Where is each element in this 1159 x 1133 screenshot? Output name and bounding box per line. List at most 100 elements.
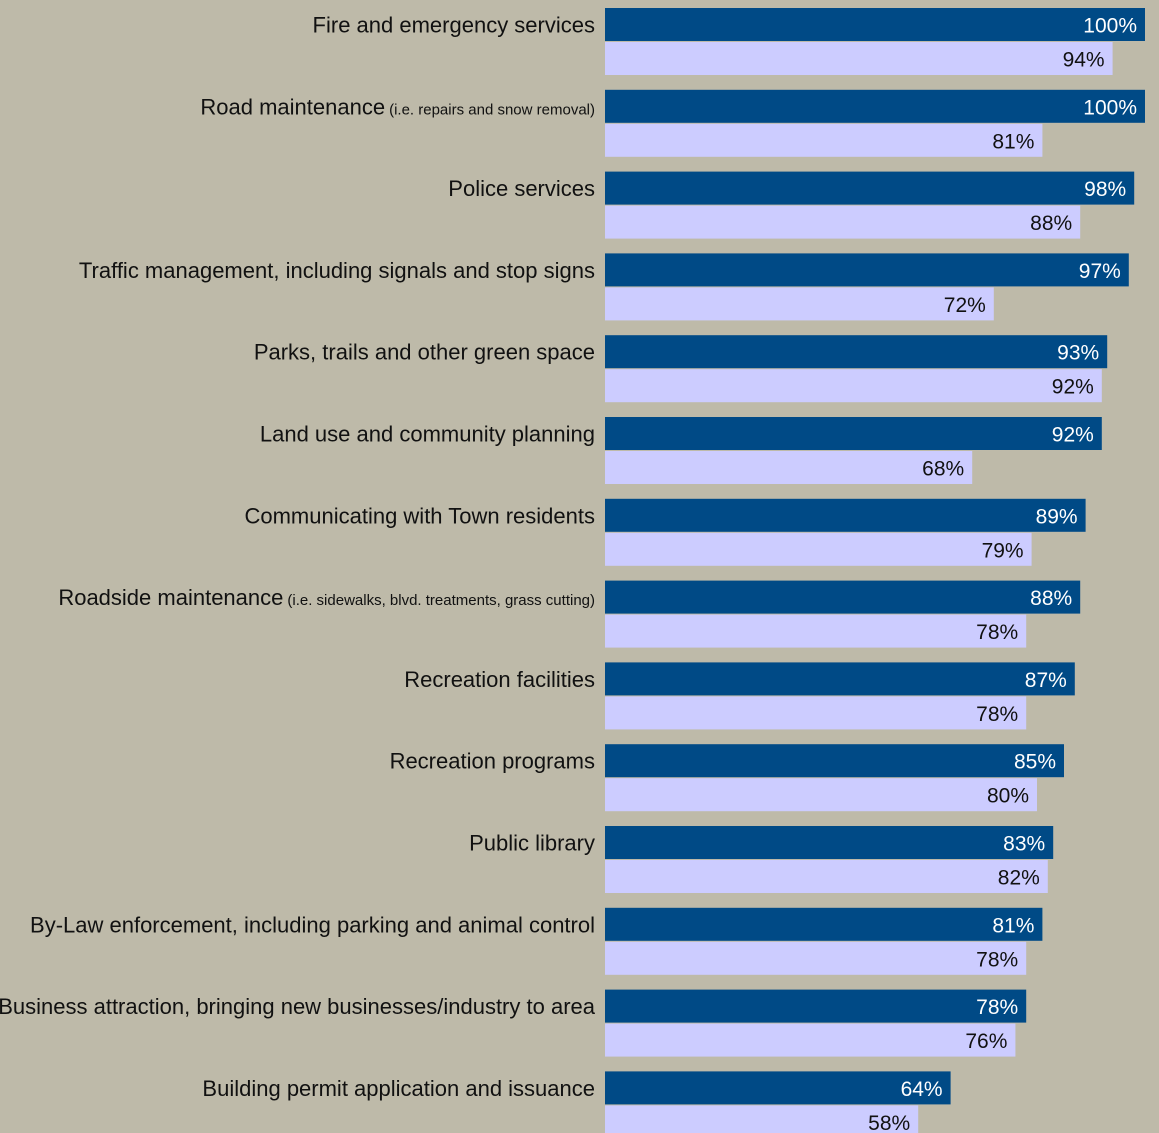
bar-group: Police services 98% 88% [448,171,1135,239]
data-label: 58% [868,1112,910,1133]
category-label-main: Parks, trails and other green space [254,340,595,365]
bar-secondary [605,287,994,321]
data-label: 83% [1003,833,1045,856]
bar-secondary [605,123,1043,157]
data-label: 68% [922,458,964,481]
data-label: 87% [1025,669,1067,692]
category-label-main: Fire and emergency services [313,13,595,38]
bar-group: Building permit application and issuance… [202,1071,951,1133]
bar-primary [605,580,1081,614]
bar-secondary [605,941,1027,975]
category-label-note: (i.e. repairs and snow removal) [389,101,595,118]
bar-secondary [605,42,1113,75]
category-label: Traffic management, including signals an… [79,258,595,283]
bar-primary [605,907,1043,941]
category-label: Communicating with Town residents [244,503,595,528]
data-label: 78% [976,703,1018,726]
category-label: Roadside maintenance (i.e. sidewalks, blv… [58,585,595,610]
bar-secondary [605,696,1027,730]
data-label: 72% [944,294,986,317]
bar-secondary [605,1023,1016,1057]
category-label-main: Recreation facilities [404,667,595,692]
category-label: Road maintenance (i.e. repairs and snow r… [200,94,595,119]
data-label: 98% [1084,178,1126,201]
bar-group: Recreation programs 85% 80% [390,744,1064,812]
category-label-main: Recreation programs [390,749,595,774]
data-label: 94% [1063,49,1105,72]
data-label: 100% [1083,15,1137,38]
bar-primary [605,1071,951,1105]
bar-primary [605,253,1129,287]
bar-secondary [605,860,1048,893]
bar-group: Land use and community planning 92% 68% [260,417,1102,484]
bar-primary [605,335,1108,369]
category-label-main: Police services [448,176,595,201]
bar-group: By-Law enforcement, including parking an… [30,907,1043,975]
category-label-main: By-Law enforcement, including parking an… [30,912,595,937]
data-label: 92% [1052,376,1094,399]
bar-group: Traffic management, including signals an… [79,253,1129,321]
data-label: 88% [1030,212,1072,235]
category-label: Building permit application and issuance [202,1076,595,1101]
data-label: 89% [1036,505,1078,528]
data-label: 92% [1052,424,1094,447]
category-label: Police services [448,176,595,201]
category-label-main: Road maintenance [200,94,385,119]
data-label: 97% [1079,260,1121,283]
category-label-main: Traffic management, including signals an… [79,258,595,283]
category-label: Parks, trails and other green space [254,340,595,365]
bar-primary [605,89,1145,123]
bar-primary [605,417,1102,450]
data-label: 78% [976,948,1018,971]
category-label-main: Business attraction, bringing new busine… [0,994,596,1019]
bar-secondary [605,532,1032,566]
category-label-main: Public library [469,831,595,856]
bar-primary [605,989,1027,1023]
bar-group: Fire and emergency services 100% 94% [313,8,1145,75]
bar-group: Public library 83% 82% [469,826,1054,893]
bar-primary [605,171,1135,205]
data-label: 81% [992,130,1034,153]
bar-secondary [605,1105,919,1133]
data-label: 64% [901,1078,943,1101]
data-label: 76% [965,1030,1007,1053]
category-label-note: (i.e. sidewalks, blvd. treatments, grass… [287,592,595,609]
category-label: Fire and emergency services [313,13,595,38]
bar-group: Roadside maintenance (i.e. sidewalks, blv… [58,580,1081,648]
data-label: 81% [992,914,1034,937]
bar-primary [605,744,1064,778]
data-label: 82% [998,867,1040,890]
category-label: Public library [469,831,595,856]
data-label: 85% [1014,751,1056,774]
bar-secondary [605,451,973,484]
category-label: Business attraction, bringing new busine… [0,994,596,1019]
category-label: Recreation programs [390,749,595,774]
bar-group: Parks, trails and other green space 93% 92… [254,335,1108,403]
category-label-main: Building permit application and issuance [202,1076,595,1101]
data-label: 79% [982,539,1024,562]
category-label-main: Land use and community planning [260,422,595,447]
bar-group: Communicating with Town residents 89% 79% [244,498,1086,566]
data-label: 88% [1030,587,1072,610]
bar-primary [605,498,1086,532]
data-label: 100% [1083,96,1137,119]
data-label: 78% [976,996,1018,1019]
data-label: 78% [976,621,1018,644]
bar-secondary [605,205,1081,239]
data-label: 80% [987,785,1029,808]
bar-group: Business attraction, bringing new busine… [0,989,1027,1057]
bar-secondary [605,778,1037,812]
category-label-main: Roadside maintenance [58,585,283,610]
bar-secondary [605,369,1102,403]
bar-group: Road maintenance (i.e. repairs and snow r… [200,89,1145,157]
bar-primary [605,8,1145,41]
bar-primary [605,826,1054,859]
category-label: By-Law enforcement, including parking an… [30,912,595,937]
category-label: Land use and community planning [260,422,595,447]
category-label-main: Communicating with Town residents [244,503,595,528]
bar-secondary [605,614,1027,648]
bar-primary [605,662,1075,696]
data-label: 93% [1057,342,1099,365]
category-label: Recreation facilities [404,667,595,692]
